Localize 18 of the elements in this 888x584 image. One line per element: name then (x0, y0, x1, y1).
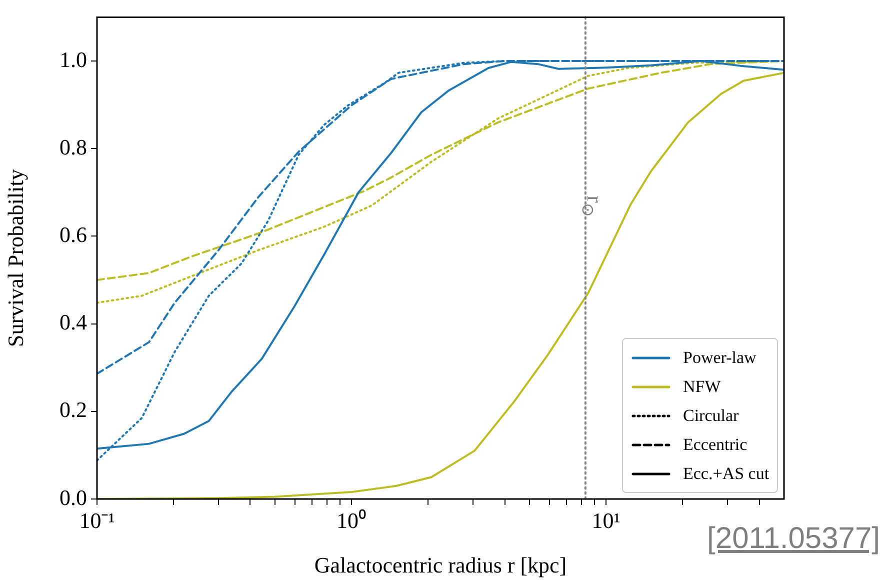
y-tick-label: 0.4 (60, 310, 87, 335)
legend-label: Circular (683, 406, 739, 426)
y-tick-label: 0.6 (60, 222, 87, 247)
y-tick-label: 0.8 (60, 134, 87, 160)
y-tick-label: 0.0 (60, 484, 87, 510)
x-axis-title: Galactocentric radius r [kpc] (314, 552, 567, 578)
text: [2011.05377] (707, 522, 880, 556)
x-tick-label: 10¹ (592, 508, 620, 533)
legend-label: NFW (683, 376, 721, 396)
y-axis-title: Survival Probability (2, 169, 28, 348)
legend-label: Ecc.+AS cut (683, 464, 770, 484)
legend-label: Eccentric (683, 434, 748, 454)
x-tick-label: 10⁰ (336, 508, 367, 533)
ref-line-label: r⊙ (578, 195, 608, 217)
y-tick-label: 0.2 (60, 397, 87, 422)
y-tick-label: 1.0 (60, 46, 87, 72)
legend-label: Power-law (683, 348, 756, 368)
x-tick-label: 10⁻¹ (79, 508, 115, 533)
